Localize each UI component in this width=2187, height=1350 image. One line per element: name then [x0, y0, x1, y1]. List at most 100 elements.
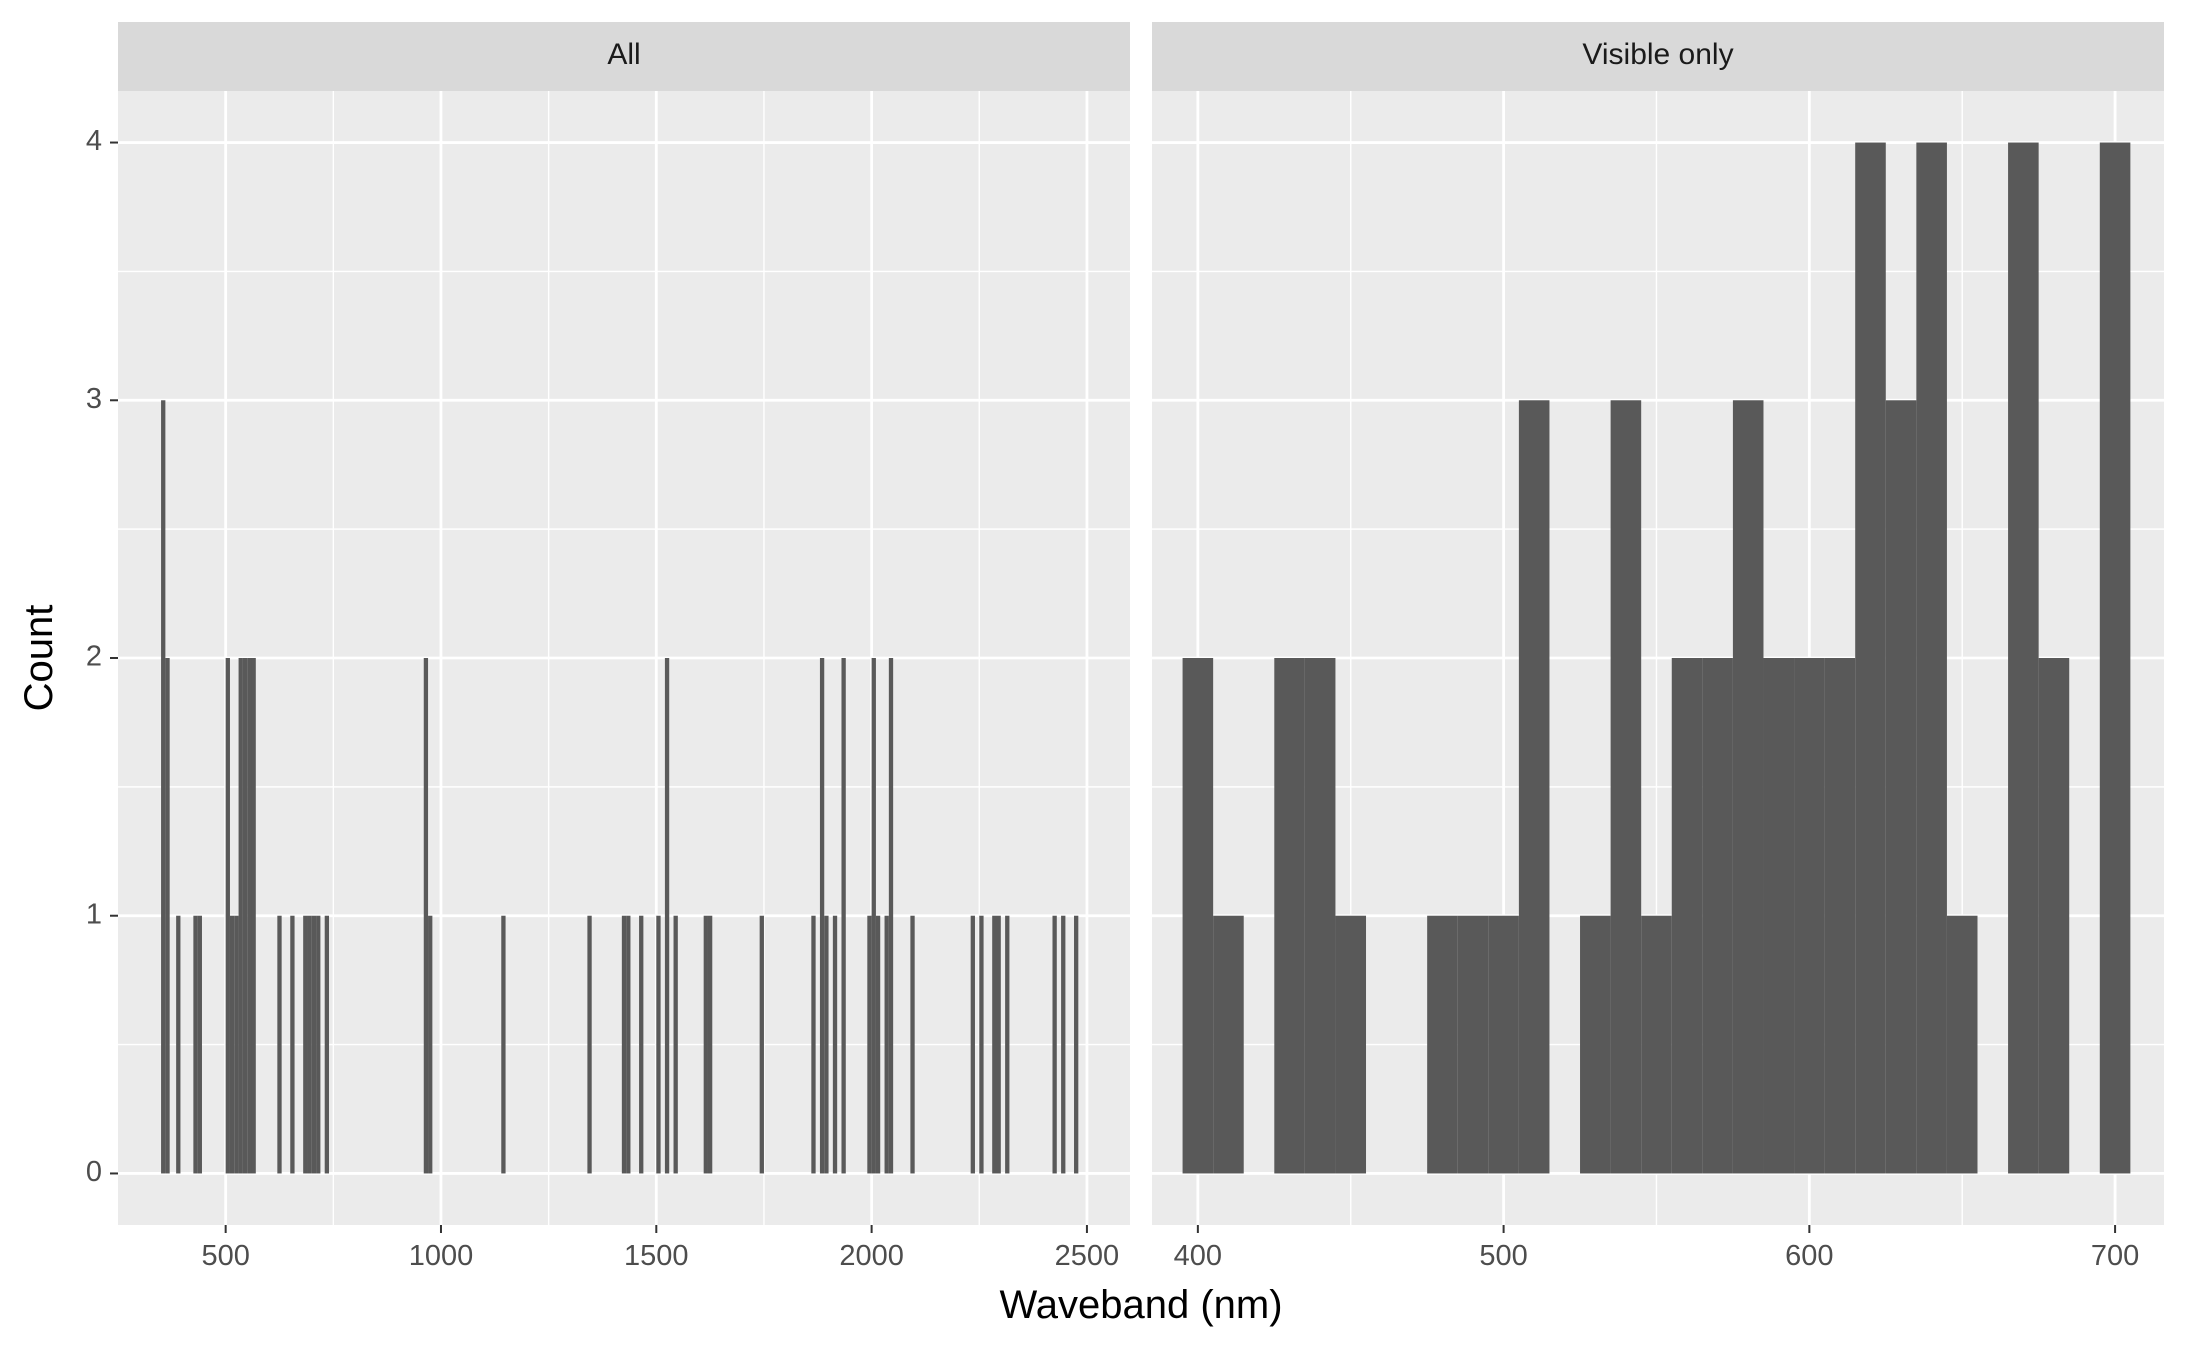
x-tick-label: 2000 [839, 1240, 904, 1272]
histogram-bar [324, 915, 330, 1174]
histogram-bar [587, 915, 592, 1174]
histogram-bar [759, 915, 764, 1174]
y-tick-label: 2 [86, 641, 102, 673]
x-tick-label: 700 [2091, 1240, 2139, 1272]
strip-background [118, 22, 1130, 91]
histogram-bar [2099, 142, 2131, 1174]
x-tick-label: 2500 [1055, 1240, 1120, 1272]
histogram-bar [2038, 658, 2070, 1174]
histogram-bar [875, 915, 881, 1174]
strip-label: All [607, 38, 640, 71]
strip-label: Visible only [1582, 38, 1733, 71]
y-axis-title: Count [17, 605, 61, 712]
histogram-bar [1061, 915, 1066, 1174]
histogram-bar [277, 915, 282, 1174]
y-tick-label: 0 [86, 1156, 102, 1188]
histogram-bar [1610, 400, 1642, 1174]
histogram-bar [423, 658, 429, 1174]
x-tick-label: 500 [1479, 1240, 1527, 1272]
histogram-bar [1052, 915, 1057, 1174]
histogram-bar [2008, 142, 2039, 1174]
histogram-bars [161, 400, 1079, 1174]
histogram-bar [871, 658, 876, 1174]
histogram-bar [664, 658, 670, 1174]
histogram-bar [1580, 915, 1611, 1174]
histogram-bar [225, 658, 230, 1174]
histogram-bar [1946, 915, 1978, 1174]
histogram-bar [193, 915, 198, 1174]
x-tick-label: 400 [1174, 1240, 1222, 1272]
histogram-bar [316, 915, 321, 1174]
x-tick-label: 600 [1785, 1240, 1833, 1272]
histogram-bar [1304, 658, 1336, 1174]
histogram-bar [824, 915, 829, 1174]
x-axis: 500 1000 1500 2000 2500 [201, 1225, 1119, 1272]
histogram-bar [1488, 915, 1519, 1174]
histogram-bar [884, 915, 889, 1174]
histogram-bar [242, 658, 248, 1174]
histogram-bar [1335, 915, 1367, 1174]
histogram-bar [1427, 915, 1458, 1174]
histogram-bar [703, 915, 708, 1174]
histogram-bar [1855, 142, 1886, 1174]
histogram-bar [1702, 658, 1733, 1174]
histogram-bar [867, 915, 872, 1174]
histogram-bar [621, 915, 627, 1174]
histogram-bar [811, 915, 816, 1174]
histogram-bar [992, 915, 997, 1174]
histogram-bar [290, 915, 295, 1174]
histogram-bar [303, 915, 308, 1174]
histogram-bar [832, 915, 838, 1174]
histogram-bar [428, 915, 433, 1174]
histogram-bar [1182, 658, 1214, 1174]
histogram-bar [673, 915, 678, 1174]
histogram-bar [234, 915, 239, 1174]
histogram-bar [1794, 658, 1825, 1174]
histogram-bar [197, 915, 202, 1174]
y-tick-label: 4 [86, 125, 102, 157]
strip-background [1152, 22, 2164, 91]
histogram-bar [1074, 915, 1079, 1174]
histogram-bar [165, 658, 170, 1174]
facet-panel-visible-only: Visible only 400 500 600 700 [1152, 22, 2164, 1272]
histogram-bar [1005, 915, 1010, 1174]
histogram-bar [970, 915, 975, 1174]
x-tick-label: 500 [201, 1240, 249, 1272]
histogram-bar [819, 658, 825, 1174]
x-axis-title: Waveband (nm) [999, 1283, 1282, 1327]
histogram-bar [1824, 658, 1856, 1174]
facet-panel-all: All 500 1000 1500 2000 2500 0 1 2 3 4 [86, 22, 1130, 1272]
histogram-bar [247, 658, 252, 1174]
histogram-bar [1457, 915, 1489, 1174]
histogram-bar [841, 658, 846, 1174]
histogram-bar [888, 658, 894, 1174]
histogram-bar [1213, 915, 1244, 1174]
histogram-bar [979, 915, 984, 1174]
histogram-bar [1763, 658, 1795, 1174]
histogram-bar [501, 915, 506, 1174]
histogram-bar [1518, 400, 1550, 1174]
histogram-bar [656, 915, 661, 1174]
x-tick-label: 1000 [409, 1240, 474, 1272]
y-tick-label: 3 [86, 383, 102, 415]
histogram-bars [1182, 142, 2131, 1174]
histogram-bar [229, 915, 235, 1174]
histogram-bar [238, 658, 243, 1174]
histogram-bar [626, 915, 631, 1174]
y-tick-label: 1 [86, 898, 102, 930]
histogram-bar [161, 400, 166, 1174]
histogram-bar [251, 658, 256, 1174]
histogram-bar [1885, 400, 1917, 1174]
histogram-bar [1641, 915, 1672, 1174]
histogram-bar [639, 915, 644, 1174]
histogram-bar [996, 915, 1001, 1174]
y-axis: 0 1 2 3 4 [86, 125, 118, 1188]
x-axis: 400 500 600 700 [1174, 1225, 2139, 1272]
histogram-bar [311, 915, 317, 1174]
histogram-bar [1274, 658, 1305, 1174]
histogram-bar [1916, 142, 1947, 1174]
histogram-bar [707, 915, 713, 1174]
x-tick-label: 1500 [624, 1240, 689, 1272]
histogram-bar [1732, 400, 1764, 1174]
